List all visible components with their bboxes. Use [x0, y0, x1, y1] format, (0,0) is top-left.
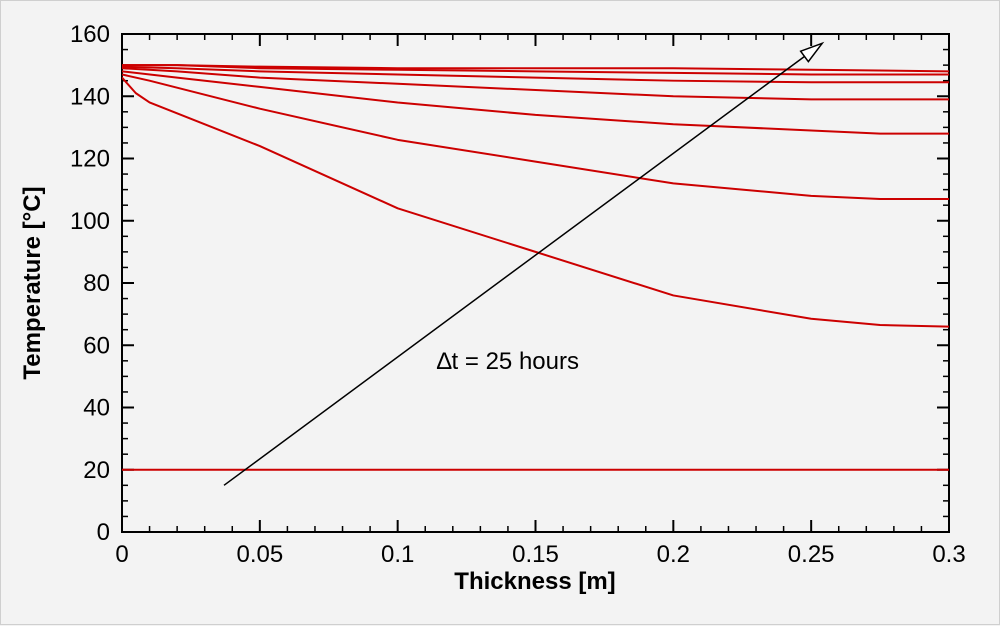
x-tick-label: 0.2: [657, 541, 690, 568]
temperature-profile-8: [122, 64, 949, 73]
temperature-profile-3: [122, 73, 949, 200]
delta-t-annotation: ∆t = 25 hours: [437, 348, 579, 375]
axes-ticks: 0 0.05 0.1 0.15 0.2 0.25 0.3 0 20 40 60 80 100 120 140…: [70, 21, 966, 568]
trend-arrow-line: [223, 42, 823, 486]
temperature-profile-5: [122, 67, 949, 101]
y-tick-label: 40: [83, 395, 110, 422]
y-tick-label: 0: [97, 519, 110, 546]
y-axis-title: Temperature [°C]: [19, 186, 46, 379]
x-tick-label: 0.15: [512, 541, 559, 568]
y-tick-label: 60: [83, 332, 110, 359]
y-tick-label: 20: [83, 457, 110, 484]
trend-arrow: [223, 41, 825, 486]
x-tick-label: 0: [115, 541, 128, 568]
trend-arrow-head: [799, 41, 825, 63]
x-tick-label: 0.05: [236, 541, 283, 568]
x-tick-label: 0.25: [788, 541, 835, 568]
temperature-profile-6: [122, 65, 949, 84]
temperature-profile-4: [122, 70, 949, 135]
x-tick-label: 0.1: [381, 541, 414, 568]
y-tick-label: 100: [70, 208, 110, 235]
plot-border: [121, 33, 950, 533]
y-tick-label: 140: [70, 83, 110, 110]
temperature-profile-2: [122, 76, 949, 328]
y-tick-label: 80: [83, 270, 110, 297]
x-axis-title: Thickness [m]: [454, 568, 615, 595]
y-tick-label: 120: [70, 146, 110, 173]
y-tick-label: 160: [70, 21, 110, 48]
series-layer: [122, 64, 949, 471]
x-tick-label: 0.3: [932, 541, 965, 568]
